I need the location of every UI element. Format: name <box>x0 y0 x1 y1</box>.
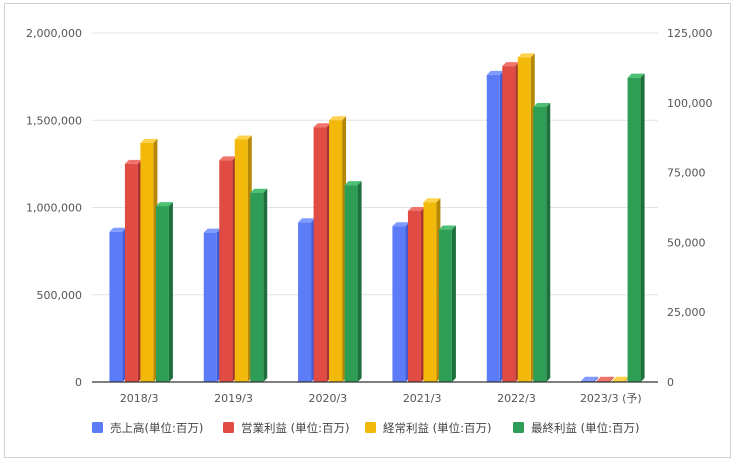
bar-top <box>329 116 347 121</box>
y-left-tick-label: 1,500,000 <box>26 114 82 127</box>
bar-top <box>313 123 331 128</box>
bar-side <box>640 73 645 382</box>
bar <box>250 192 264 382</box>
y-left-tick-label: 2,000,000 <box>26 27 82 40</box>
bar-top <box>344 181 362 186</box>
bar <box>533 106 547 382</box>
bar-top <box>109 227 127 232</box>
bar <box>109 231 123 382</box>
legend-swatch <box>223 422 234 433</box>
bar-top <box>124 159 142 164</box>
legend-swatch <box>513 422 524 433</box>
y-right-tick-label: 100,000 <box>667 97 713 110</box>
bar-side <box>609 376 614 382</box>
bar-top <box>486 70 504 75</box>
bar-top <box>234 135 252 140</box>
bar <box>438 229 452 382</box>
x-tick-label: 2022/3 <box>497 392 536 405</box>
bar <box>298 222 312 382</box>
bar-side <box>357 181 362 382</box>
bar <box>423 202 437 382</box>
bar-chart: 0 500,000 1,000,000 1,500,000 2,000,000 0 25,0… <box>26 27 713 435</box>
bar-top <box>423 198 441 203</box>
bar <box>155 206 169 382</box>
bar-side <box>451 225 456 382</box>
bar <box>124 163 138 382</box>
bar-top <box>219 156 237 161</box>
bar <box>627 77 641 382</box>
bar-side <box>546 102 551 382</box>
legend-label: 売上高(単位:百万) <box>110 421 203 435</box>
legend-label: 最終利益 (単位:百万) <box>531 421 640 435</box>
legend-label: 営業利益 (単位:百万) <box>241 421 350 435</box>
bar-top <box>438 225 456 230</box>
bar-top <box>155 202 173 207</box>
legend-swatch <box>92 422 103 433</box>
y-right-tick-label: 25,000 <box>667 306 706 319</box>
bar <box>392 226 406 382</box>
x-tick-label: 2018/3 <box>120 392 159 405</box>
bar <box>344 185 358 382</box>
legend-label: 経常利益 (単位:百万) <box>383 421 492 435</box>
bar-top <box>203 228 221 233</box>
chart-frame: 0 500,000 1,000,000 1,500,000 2,000,000 0 25,0… <box>4 3 731 458</box>
bar-top <box>250 188 268 193</box>
bar-top <box>612 376 630 381</box>
y-right-tick-label: 0 <box>667 376 674 389</box>
y-right-tick-label: 125,000 <box>667 27 713 40</box>
bar <box>329 120 343 382</box>
bar-top <box>392 222 410 227</box>
x-tick-label: 2019/3 <box>214 392 253 405</box>
bar-side <box>594 376 599 382</box>
y-right-tick-label: 75,000 <box>667 167 706 180</box>
bar <box>486 74 500 382</box>
bar-top <box>581 376 599 381</box>
bar-top <box>533 102 551 107</box>
x-tick-label: 2023/3 (予) <box>580 392 642 405</box>
y-right-tick-label: 50,000 <box>667 236 706 249</box>
bar-side <box>168 202 173 382</box>
x-tick-label: 2021/3 <box>403 392 442 405</box>
bar <box>234 139 248 382</box>
bar <box>203 232 217 382</box>
bar-top <box>517 53 535 58</box>
bar-top <box>502 62 520 67</box>
bar-top <box>407 206 425 211</box>
bar-top <box>298 218 316 223</box>
bar-top <box>627 73 645 78</box>
bar-top <box>140 138 158 143</box>
bar-top <box>596 376 614 381</box>
x-tick-label: 2020/3 <box>308 392 347 405</box>
bar <box>407 210 421 382</box>
legend-swatch <box>365 422 376 433</box>
y-left-tick-label: 0 <box>75 376 82 389</box>
bar <box>140 142 154 382</box>
bar-side <box>263 188 268 382</box>
bar <box>313 127 327 382</box>
bar <box>502 66 516 382</box>
bar <box>517 57 531 383</box>
y-left-tick-label: 500,000 <box>37 289 83 302</box>
y-left-tick-label: 1,000,000 <box>26 202 82 215</box>
bar <box>219 160 233 382</box>
